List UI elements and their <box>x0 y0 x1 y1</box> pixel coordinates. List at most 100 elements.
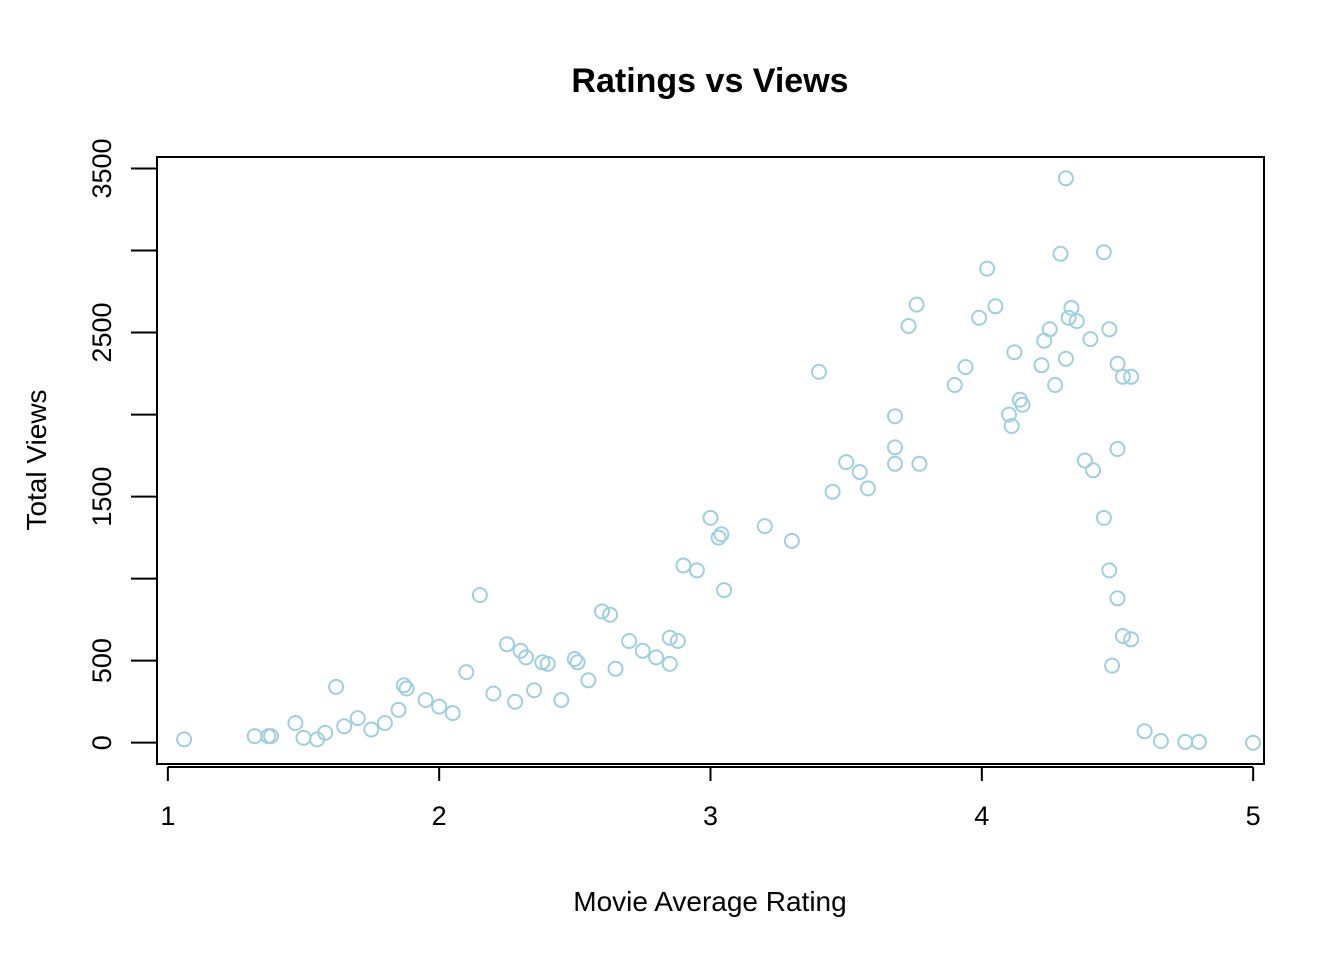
data-point <box>887 455 903 472</box>
data-point <box>824 483 841 500</box>
data-point <box>526 682 543 699</box>
data-point <box>859 480 876 497</box>
data-point <box>594 603 610 620</box>
data-point <box>363 721 380 738</box>
points-layer <box>176 170 1262 751</box>
data-point <box>398 680 415 697</box>
data-point <box>444 705 461 722</box>
data-point <box>1033 357 1050 374</box>
data-point <box>431 698 448 715</box>
y-tick-label: 0 <box>87 735 117 750</box>
data-point <box>580 672 597 689</box>
data-point <box>1109 441 1126 457</box>
data-point <box>518 649 534 666</box>
y-tick-label: 3500 <box>87 138 117 198</box>
data-point <box>1095 509 1112 526</box>
data-point <box>499 636 515 653</box>
data-point <box>263 728 279 745</box>
data-point <box>602 606 619 623</box>
y-axis-label: Total Views <box>21 389 52 530</box>
data-point <box>471 587 488 603</box>
data-point <box>1109 355 1126 372</box>
data-point <box>979 260 996 277</box>
data-point <box>1047 377 1064 393</box>
data-point <box>1063 299 1080 316</box>
data-point <box>1190 733 1207 750</box>
data-point <box>887 408 903 425</box>
data-point <box>1109 590 1126 607</box>
y-tick-label: 1500 <box>87 467 117 527</box>
data-point <box>688 562 705 579</box>
x-axis-label: Movie Average Rating <box>573 886 846 917</box>
data-point <box>887 439 903 456</box>
data-point <box>1136 723 1153 740</box>
data-point <box>553 692 570 708</box>
data-point <box>811 363 827 380</box>
data-point <box>716 582 733 599</box>
data-point <box>507 693 524 710</box>
y-axis: 0 500 1500 2500 3500 <box>87 138 158 750</box>
data-point <box>1114 368 1131 385</box>
x-tick-label: 5 <box>1246 801 1261 831</box>
data-point <box>1014 396 1031 413</box>
data-point <box>176 731 193 748</box>
data-point <box>908 296 925 313</box>
data-point <box>1101 562 1118 579</box>
data-point <box>621 633 638 649</box>
data-point <box>1006 344 1023 361</box>
data-point <box>1123 368 1140 385</box>
data-point <box>1123 631 1140 648</box>
x-tick-label: 1 <box>160 801 175 831</box>
data-point <box>1152 733 1169 749</box>
data-point <box>946 377 963 393</box>
data-point <box>900 318 917 334</box>
y-tick-label: 2500 <box>87 302 117 362</box>
x-axis: 1 2 3 4 5 <box>160 766 1261 831</box>
data-point <box>607 660 624 677</box>
data-point <box>566 651 583 667</box>
x-tick-label: 4 <box>974 801 989 831</box>
data-point <box>783 532 800 549</box>
data-point <box>390 701 407 718</box>
data-point <box>376 715 393 731</box>
data-point <box>417 692 434 708</box>
data-point <box>1104 657 1121 674</box>
data-point <box>287 715 304 731</box>
data-point <box>349 710 366 727</box>
data-point <box>246 728 263 745</box>
data-point <box>485 685 502 702</box>
data-point <box>1068 313 1085 330</box>
data-point <box>713 526 730 543</box>
data-point <box>395 677 412 694</box>
data-point <box>336 718 353 735</box>
data-point <box>838 454 855 471</box>
data-point <box>756 518 773 535</box>
data-point <box>675 557 692 574</box>
data-point <box>1245 734 1262 751</box>
data-point <box>911 455 928 472</box>
data-point <box>1095 244 1112 261</box>
data-point <box>1057 170 1074 187</box>
data-point <box>648 649 665 666</box>
data-point <box>634 642 651 659</box>
data-point <box>1177 733 1194 750</box>
data-point <box>1101 321 1118 338</box>
data-point <box>458 664 475 681</box>
data-point <box>569 654 586 671</box>
x-tick-label: 2 <box>432 801 447 831</box>
data-point <box>661 655 678 672</box>
data-point <box>1057 350 1074 367</box>
x-tick-label: 3 <box>703 801 718 831</box>
data-point <box>661 629 678 646</box>
data-point <box>957 359 974 375</box>
data-point <box>1082 331 1099 348</box>
data-point <box>1041 321 1058 338</box>
data-point <box>710 529 727 546</box>
chart-title: Ratings vs Views <box>571 62 848 100</box>
data-point <box>1003 418 1020 434</box>
data-point <box>1060 309 1077 326</box>
data-point <box>971 309 988 326</box>
data-point <box>317 724 334 741</box>
data-point <box>851 464 868 480</box>
